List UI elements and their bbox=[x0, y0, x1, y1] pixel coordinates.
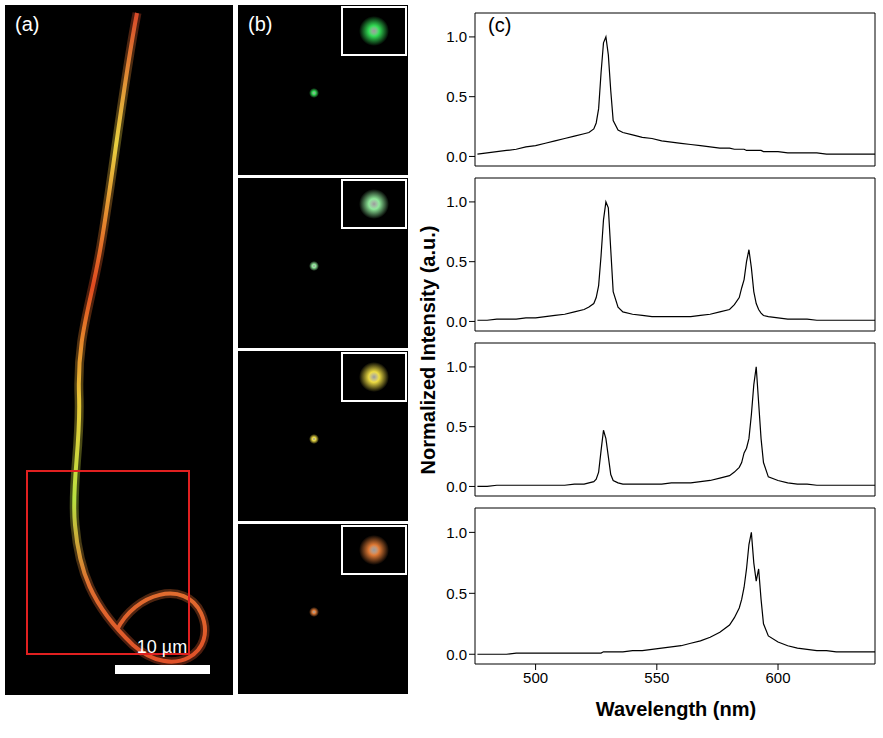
svg-text:1.0: 1.0 bbox=[446, 524, 467, 541]
html-text:Wavelength (nm): Wavelength (nm) bbox=[595, 698, 757, 720]
svg-text:600: 600 bbox=[766, 669, 791, 686]
svg-text:0.0: 0.0 bbox=[446, 478, 467, 495]
svg-text:1.0: 1.0 bbox=[446, 358, 467, 375]
html-text:10 µm: 10 µm bbox=[136, 637, 188, 657]
html-text:Normalized Intensity (a.u.): Normalized Intensity (a.u.) bbox=[416, 225, 439, 475]
html-text:(c): (c) bbox=[488, 14, 512, 36]
svg-text:1.0: 1.0 bbox=[446, 193, 467, 210]
svg-text:0.5: 0.5 bbox=[446, 88, 467, 105]
svg-text:0.5: 0.5 bbox=[446, 418, 467, 435]
svg-text:0.0: 0.0 bbox=[446, 313, 467, 330]
svg-text:1.0: 1.0 bbox=[446, 28, 467, 45]
svg-text:0.0: 0.0 bbox=[446, 148, 467, 165]
svg-text:0.5: 0.5 bbox=[446, 585, 467, 602]
html-text:(a): (a) bbox=[15, 13, 40, 35]
svg-text:0.5: 0.5 bbox=[446, 253, 467, 270]
svg-text:0.0: 0.0 bbox=[446, 646, 467, 663]
svg-text:550: 550 bbox=[644, 669, 669, 686]
html-text:(b): (b) bbox=[248, 13, 273, 35]
svg-text:500: 500 bbox=[523, 669, 548, 686]
